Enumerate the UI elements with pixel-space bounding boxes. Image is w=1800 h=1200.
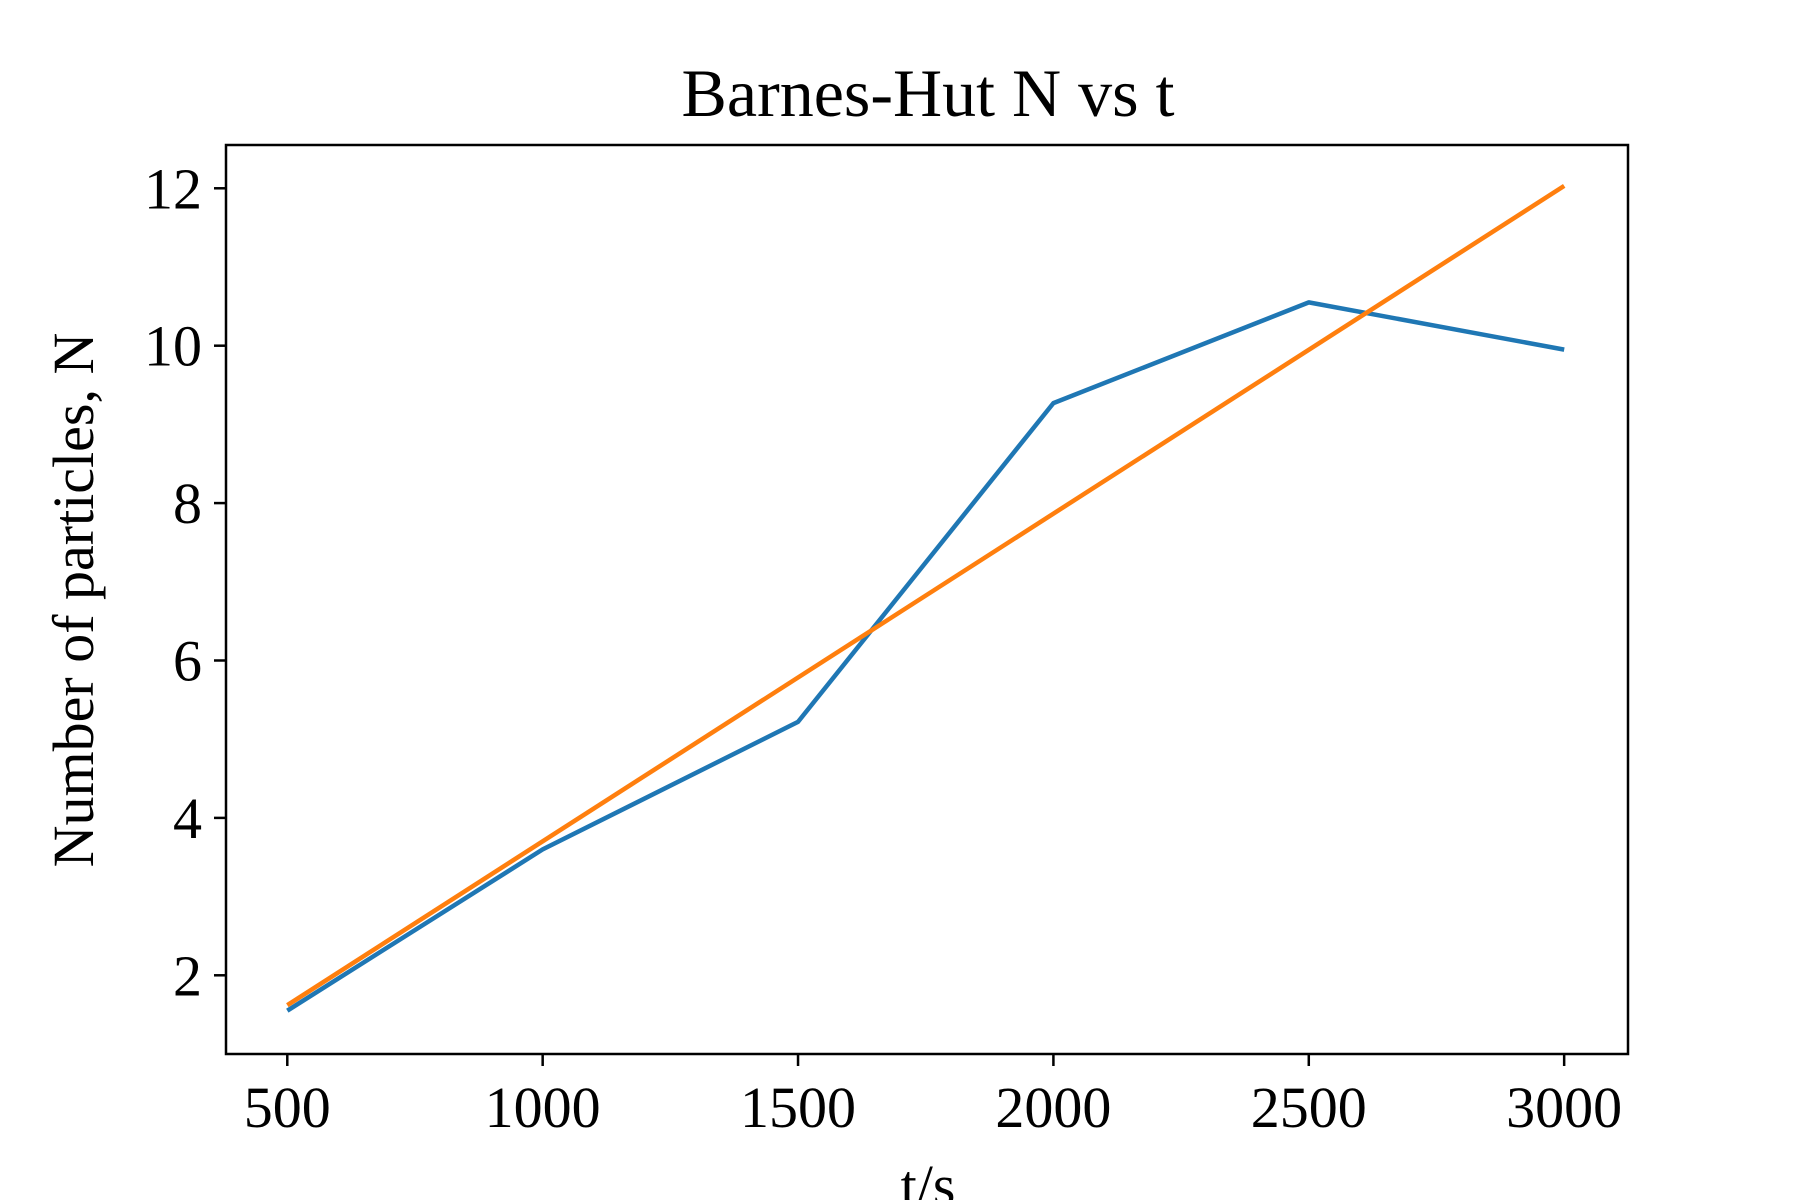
y-tick-label: 10 — [144, 314, 202, 379]
series-layer — [286, 184, 1566, 1013]
y-tick-label: 6 — [173, 628, 202, 693]
y-axis-label: Number of particles, N — [41, 333, 106, 868]
x-tick-label: 2500 — [1251, 1075, 1367, 1140]
series-line-2 — [286, 184, 1566, 1008]
y-tick-label: 4 — [173, 786, 202, 851]
x-tick-label: 1000 — [485, 1075, 601, 1140]
x-tick-label: 2000 — [995, 1075, 1111, 1140]
plot-frame — [224, 143, 1630, 1056]
x-axis-label: t/s — [901, 1153, 956, 1200]
x-tick-label: 1500 — [740, 1075, 856, 1140]
chart-title: Barnes-Hut N vs t — [682, 55, 1175, 131]
series-line-1 — [286, 300, 1565, 1013]
x-tick-label: 3000 — [1506, 1075, 1622, 1140]
y-tick-label: 2 — [173, 943, 202, 1008]
y-axis-ticks: 2 4 6 8 10 12 — [144, 156, 226, 1008]
y-tick-label: 12 — [144, 156, 202, 221]
x-tick-label: 500 — [244, 1075, 331, 1140]
y-tick-label: 8 — [173, 471, 202, 536]
x-axis-ticks: 500 1000 1500 2000 2500 3000 — [244, 1054, 1622, 1140]
